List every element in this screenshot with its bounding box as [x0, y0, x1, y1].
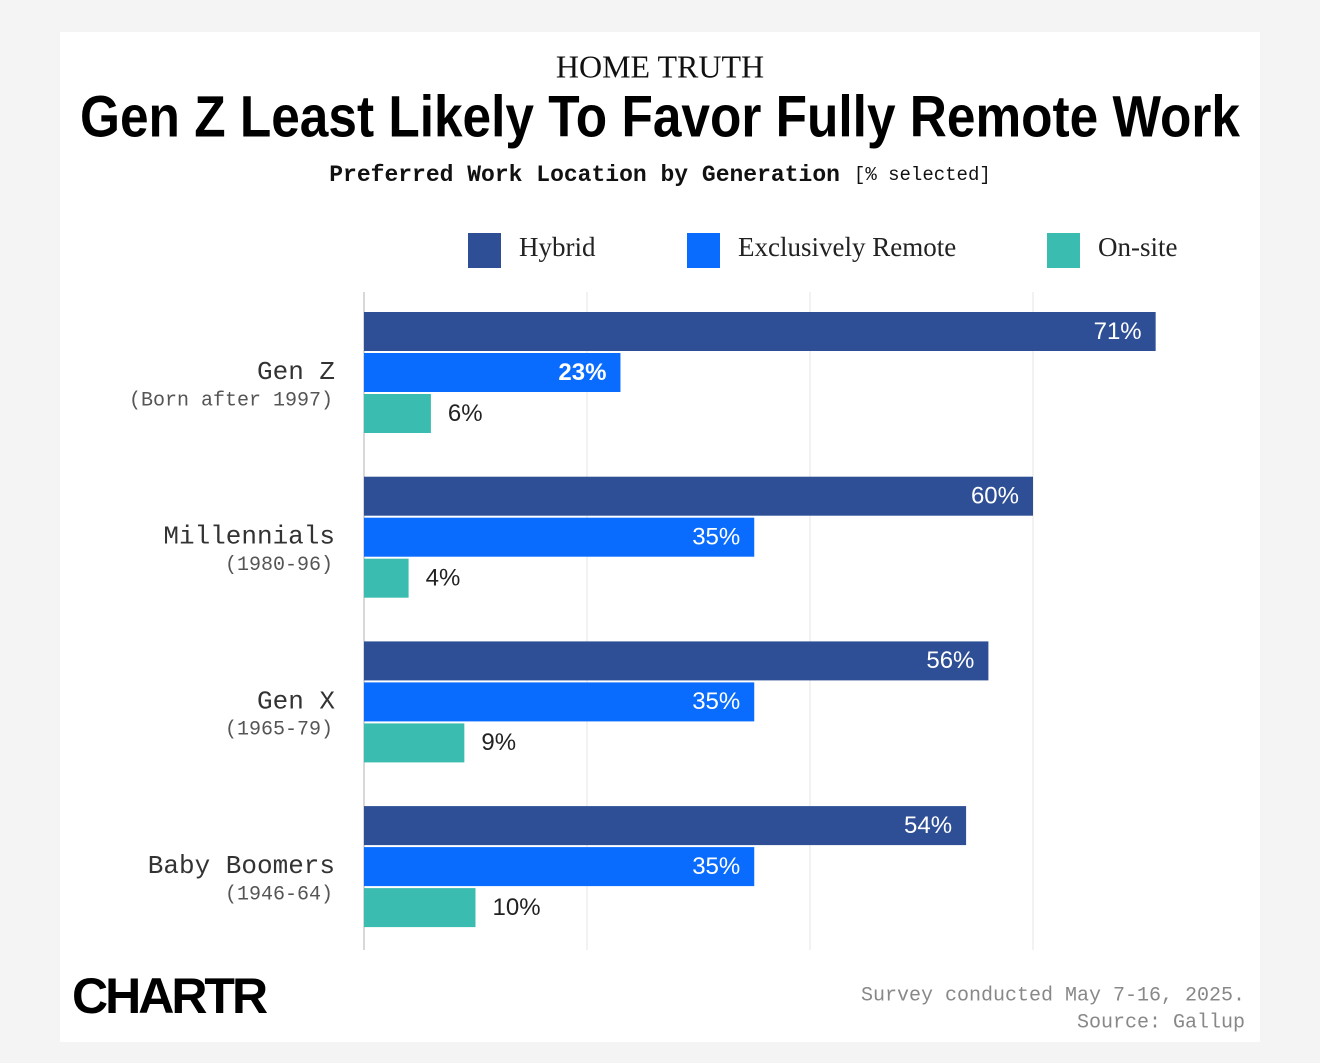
bar [364, 517, 755, 557]
value-label: 9% [481, 729, 516, 756]
logo: CHARTR [72, 968, 268, 1024]
legend-swatch [1047, 233, 1080, 268]
value-label: 35% [692, 524, 740, 551]
bar [364, 394, 431, 433]
bar [364, 806, 967, 846]
value-label: 71% [1094, 318, 1142, 345]
value-label: 56% [926, 647, 974, 674]
source: Source: Gallup [1077, 1011, 1245, 1034]
legend-label: Hybrid [519, 232, 596, 262]
category-note: (1965-79) [225, 719, 333, 742]
legend-label: Exclusively Remote [738, 232, 956, 262]
subtitle-unit: [% selected] [854, 164, 991, 186]
value-label: 54% [904, 812, 952, 839]
bar [364, 723, 465, 763]
bar [364, 476, 1033, 516]
bar [364, 888, 476, 928]
category-label: Gen Z [257, 357, 335, 387]
value-label: 23% [558, 359, 606, 386]
category-note: (Born after 1997) [129, 389, 333, 412]
subtitle-line: Preferred Work Location by Generation [% … [329, 162, 991, 188]
bar [364, 312, 1156, 351]
category-label: Millennials [163, 522, 335, 552]
note: Survey conducted May 7-16, 2025. [861, 984, 1245, 1007]
legend-label: On-site [1098, 232, 1178, 262]
bar [364, 847, 755, 887]
value-label: 6% [448, 400, 483, 427]
value-label: 4% [426, 565, 461, 592]
category-label: Gen X [257, 686, 335, 716]
chart-title: Gen Z Least Likely To Favor Fully Remote… [80, 84, 1241, 149]
category-label: Baby Boomers [148, 851, 335, 881]
legend-swatch [468, 233, 501, 268]
subtitle: Preferred Work Location by Generation [329, 162, 840, 188]
kicker: HOME TRUTH [556, 48, 764, 84]
value-label: 60% [971, 483, 1019, 510]
bar [364, 558, 409, 598]
legend-swatch [687, 233, 720, 268]
category-note: (1980-96) [225, 554, 333, 577]
category-note: (1946-64) [225, 883, 333, 906]
value-label: 35% [692, 688, 740, 715]
bar [364, 682, 755, 722]
value-label: 10% [493, 894, 541, 921]
bar [364, 353, 621, 392]
bar [364, 641, 989, 681]
value-label: 35% [692, 853, 740, 880]
